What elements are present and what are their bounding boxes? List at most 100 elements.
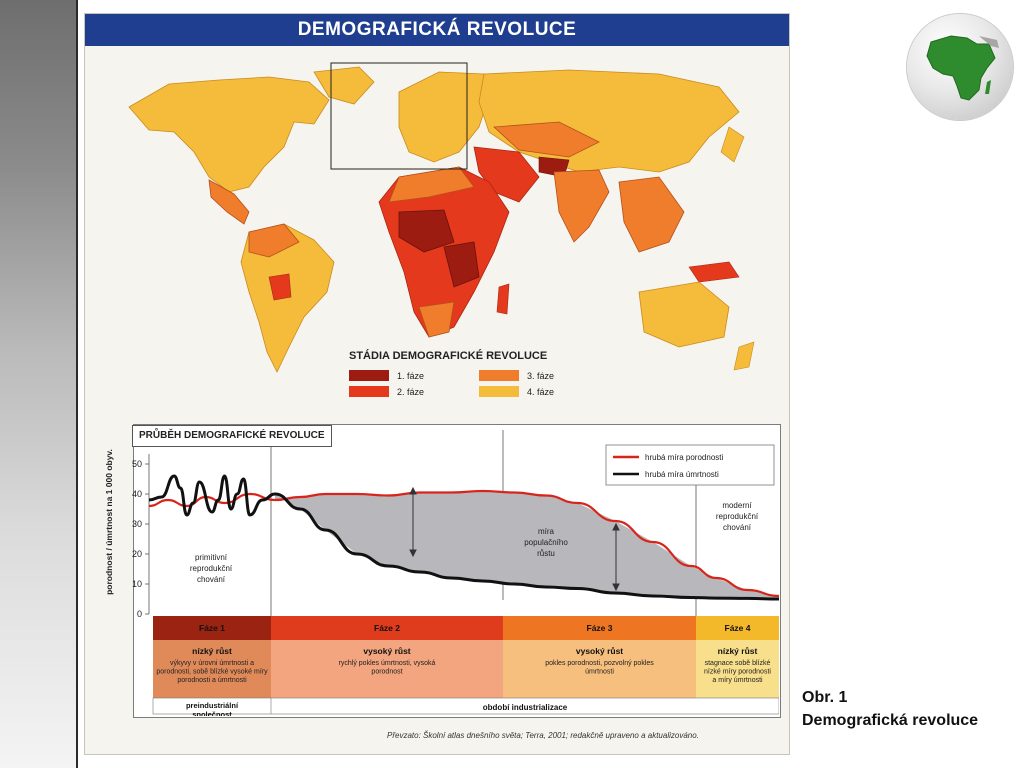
legend-label: 2. fáze [397,386,425,397]
phase-growth: nízký růst [718,646,758,656]
y-tick-label: 10 [132,579,142,589]
map-africa [378,166,510,338]
map-south-asia [553,169,610,243]
africa-globe-icon [907,14,1013,120]
legend-text-death: hrubá míra úmrtnosti [645,470,719,479]
phase-label: Fáze 1 [199,623,225,633]
phase-label: Fáze 2 [374,623,400,633]
caption-title: Demografická revoluce [802,712,979,729]
map-japan [720,126,745,163]
legend-swatch [479,386,519,397]
phase-label: Fáze 4 [725,623,751,633]
globe-svg [926,35,999,101]
phase-body-cell [503,640,696,698]
figure-caption: Obr. 1 Demografická revoluce [802,686,978,732]
map-central-asia [493,121,600,158]
phase-body-cell [271,640,503,698]
era-label-preindustrial-line2: společnost [192,710,232,716]
phase-description: porodnosti a úmrtnosti [177,677,247,684]
y-axis-title: porodnost / úmrtnost na 1 000 obyv. [104,449,114,595]
phase-description: porodnosti, sobě blízké vysoké míry [156,669,268,676]
y-tick-label: 50 [132,459,142,469]
map-middle-east [473,146,540,203]
map-greenland [313,66,375,105]
annotation-line: růstu [537,549,555,558]
phase-description: pokles porodnosti, pozvolný pokles [545,660,654,667]
population-growth-area [275,491,779,599]
figure-poster: DEMOGRAFICKÁ REVOLUCE STÁDIA [84,13,790,755]
legend-label: 4. fáze [527,386,555,397]
phase-description: nízké míry porodnosti [704,669,771,676]
legend-label: 1. fáze [397,370,425,381]
map-sahel [398,209,455,253]
era-label-industrialization: období industrializace [483,703,568,712]
annotation-line: primitivní [195,553,228,562]
phase-description: a míry úmrtnosti [712,677,763,684]
map-central-america [208,179,250,225]
legend-item-phase-3: 3. fáze [479,370,554,381]
legend-label: 3. fáze [527,370,555,381]
phase-body-cell [153,640,271,698]
annotation-line: populačního [524,538,568,547]
legend-swatch [479,370,519,381]
chart-legend-box [605,444,775,486]
growth-arrow [612,522,620,592]
annotation-line: moderní [722,501,752,510]
map-legend-title: STÁDIA DEMOGRAFICKÉ REVOLUCE [349,350,548,362]
phase-body-cell [696,640,779,698]
map-south-africa [418,301,455,338]
annotation-line: chování [197,575,226,584]
world-map [128,62,755,373]
y-tick-label: 40 [132,489,142,499]
era-label-preindustrial: preindustriální [186,701,239,710]
map-north-america [128,76,330,193]
growth-arrow [409,486,417,558]
madagascar-landmass [985,80,991,94]
phase-description: rychlý pokles úmrtnosti, vysoká [339,660,436,667]
legend-swatch [349,386,389,397]
phase-header-cell [271,616,503,640]
map-central-africa [443,241,480,288]
poster-title: DEMOGRAFICKÁ REVOLUCE [85,14,789,46]
phase-header-cell [153,616,271,640]
legend-item-phase-4: 4. fáze [479,386,554,397]
map-southeast-asia [618,176,685,253]
slide-sidebar [0,0,78,768]
phase-description: výkyvy v úrovni úmrtnosti a [170,660,254,667]
phase-header-cell [696,616,779,640]
series-line-birth-rate [148,489,779,598]
demographic-transition-chart: porodnost / úmrtnost na 1 000 obyv. 0 10 2… [104,430,779,716]
annotation-line: míra [538,527,555,536]
y-tick-label: 0 [137,609,142,619]
annotation-primitive: primitivní reprodukční chování [190,553,233,584]
map-madagascar [496,283,510,315]
y-tick-label: 30 [132,519,142,529]
caption-number: Obr. 1 [802,689,848,706]
phase-growth: vysoký růst [363,646,410,656]
legend-item-phase-2: 2. fáze [349,386,424,397]
map-south-america [240,223,335,373]
africa-landmass [926,35,996,101]
phase-label: Fáze 3 [587,623,613,633]
graph-title: PRŮBĚH DEMOGRAFICKÉ REVOLUCE [132,425,332,447]
annotation-line: reprodukční [190,564,233,573]
phase-description: úmrtnosti [585,669,614,676]
annotation-line: chování [723,523,752,532]
phase-growth: nízký růst [192,646,232,656]
legend-text-birth: hrubá míra porodnosti [645,453,723,462]
map-papua [688,261,740,283]
annotation-population-growth: míra populačního růstu [524,527,568,558]
annotation-modern: moderní reprodukční chování [716,501,759,532]
series-line-death-rate [148,474,779,601]
y-tick-label: 20 [132,549,142,559]
phase-description: porodnost [371,669,402,676]
map-australia [638,281,730,348]
phase-description: stagnace sobě blízké [705,660,771,667]
map-new-zealand [733,341,755,371]
source-credit: Převzato: Školní atlas dnešního světa; T… [387,731,699,740]
legend-swatch [349,370,389,381]
arabia-landmass [979,36,999,48]
legend-item-phase-1: 1. fáze [349,370,424,381]
annotation-line: reprodukční [716,512,759,521]
map-south-america-north [248,223,300,258]
